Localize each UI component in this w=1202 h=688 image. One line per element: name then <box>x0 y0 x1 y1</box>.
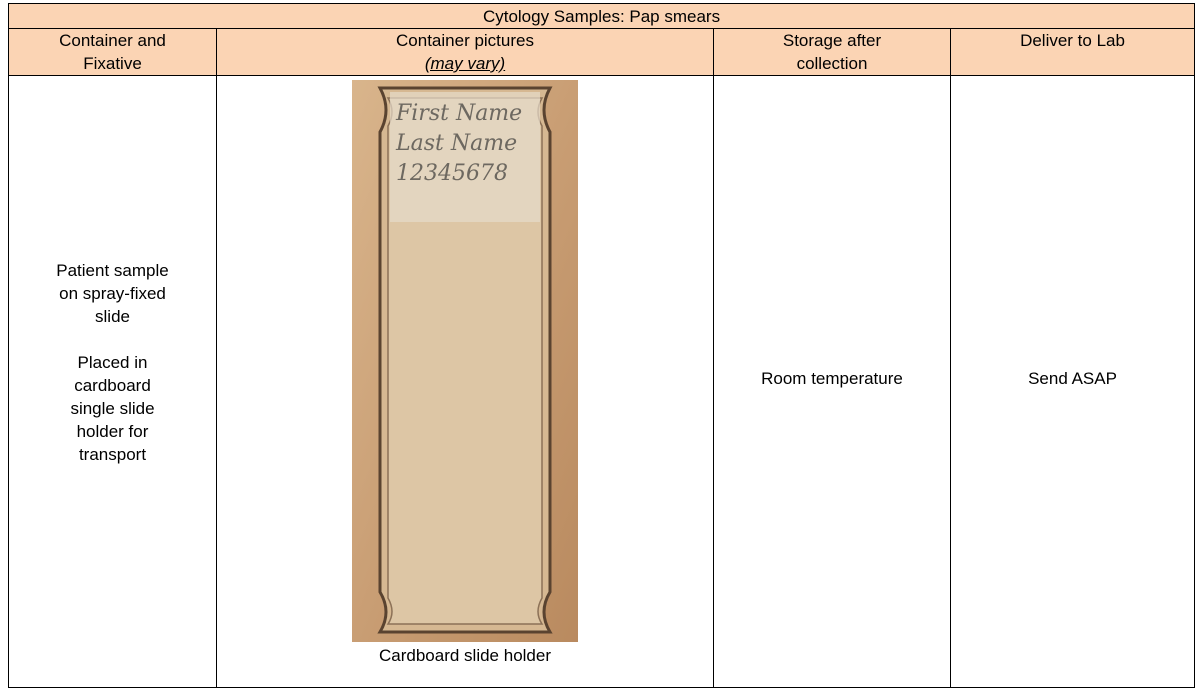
header-text: Container and <box>59 31 166 50</box>
table-title: Cytology Samples: Pap smears <box>7 3 1196 29</box>
storage-cell: Room temperature <box>713 75 951 688</box>
header-cell: Deliver to Lab <box>949 28 1196 76</box>
text-line: on spray-fixed <box>59 284 166 303</box>
picture-caption: Cardboard slide holder <box>379 646 551 665</box>
slide-photo: First Name Last Name 12345678 <box>352 80 578 642</box>
header-cell: Container and Fixative <box>8 28 217 76</box>
text-line: slide <box>95 307 130 326</box>
paragraph: Placed in cardboard single slide holder for… <box>9 351 216 466</box>
picture-cell: First Name Last Name 12345678 Cardboard … <box>216 75 714 688</box>
text-line: Patient sample <box>56 261 169 280</box>
header-text: Storage after <box>782 31 882 50</box>
header-text: Container pictures <box>396 31 534 50</box>
header-cell: Storage after collection <box>713 28 951 76</box>
text-line: single slide <box>70 399 155 418</box>
sample-table: Cytology Samples: Pap smears Container a… <box>7 3 1196 688</box>
text-line: cardboard <box>74 376 151 395</box>
handwriting: First Name <box>395 101 522 126</box>
handwriting: Last Name <box>395 131 517 156</box>
header-cell: Container pictures (may vary) <box>216 28 714 76</box>
header-text: collection <box>796 54 868 73</box>
text-line: Placed in <box>77 353 148 372</box>
header-note: (may vary) <box>424 54 506 73</box>
text-line: holder for <box>76 422 149 441</box>
header-text: Deliver to Lab <box>1020 31 1125 50</box>
header-text: Fixative <box>83 54 142 73</box>
text-line: transport <box>78 445 147 464</box>
paragraph: Patient sample on spray-fixed slide <box>9 259 216 328</box>
handwriting: 12345678 <box>396 161 508 186</box>
deliver-cell: Send ASAP <box>949 75 1196 688</box>
container-cell: Patient sample on spray-fixed slide Placed… <box>8 75 217 688</box>
